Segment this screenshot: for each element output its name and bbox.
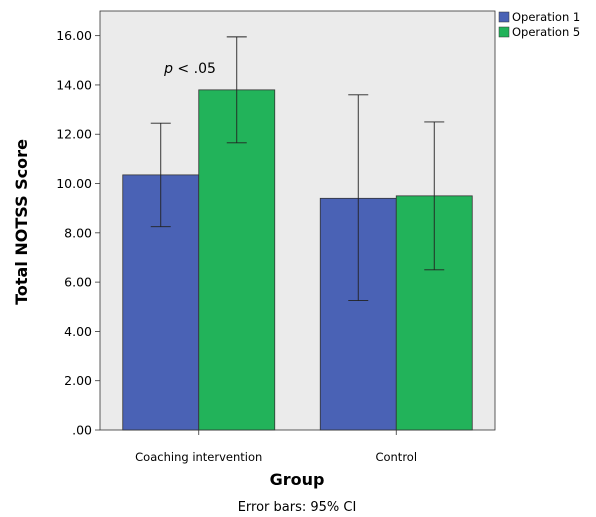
y-axis-title: Total NOTSS Score: [12, 139, 31, 305]
y-tick-label: 10.00: [56, 176, 92, 191]
y-tick-label: 14.00: [56, 77, 92, 92]
error-bars-footnote: Error bars: 95% CI: [238, 500, 357, 515]
x-category-label: Coaching intervention: [135, 450, 262, 464]
y-tick-label: .00: [72, 423, 92, 438]
x-category-label: Control: [375, 450, 417, 464]
legend-label-operation-5: Operation 5: [512, 25, 580, 39]
significance-annotation: p < .05: [163, 61, 216, 77]
y-tick-label: 4.00: [64, 324, 92, 339]
y-axis-ticks: .00 2.00 4.00 6.00 8.00 10.00 12.00 14.00 16.00: [56, 28, 100, 438]
y-tick-label: 12.00: [56, 127, 92, 142]
legend-swatch-operation-1: [498, 11, 510, 23]
y-tick-label: 8.00: [64, 225, 92, 240]
error-bars-group: [150, 36, 445, 302]
x-axis-title: Group: [270, 470, 325, 489]
bar-operation-5-coaching-intervention: [198, 89, 276, 431]
legend-label-operation-1: Operation 1: [512, 10, 580, 24]
y-tick-label: 6.00: [64, 275, 92, 290]
y-tick-label: 16.00: [56, 28, 92, 43]
y-tick-label: 2.00: [64, 373, 92, 388]
legend: Operation 1 Operation 5: [498, 10, 580, 39]
x-axis-categories: Coaching intervention Control: [135, 430, 417, 464]
legend-swatch-operation-5: [498, 26, 510, 38]
